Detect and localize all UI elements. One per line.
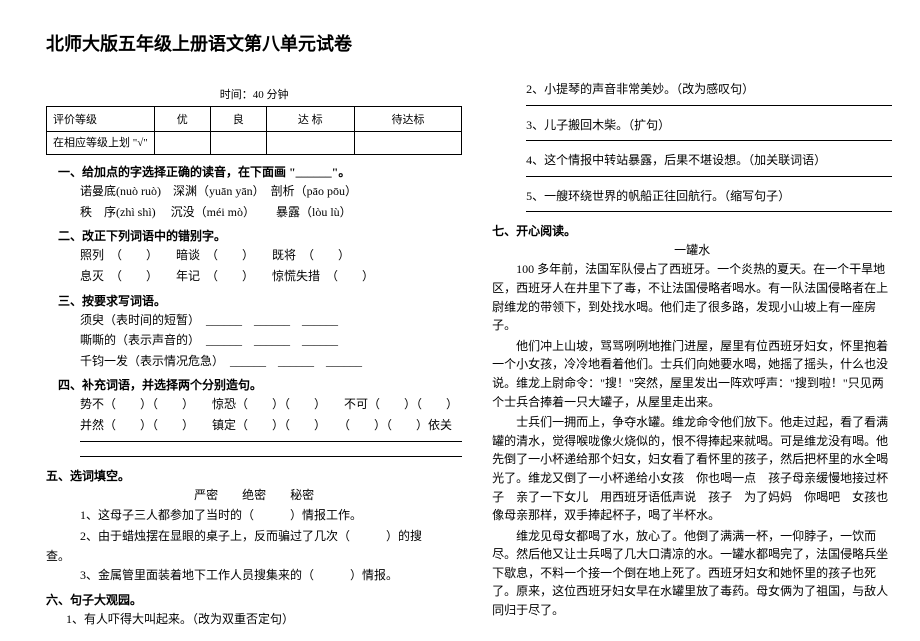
section-7-heading: 七、开心阅读。: [492, 222, 892, 239]
grading-cell: 评价等级: [47, 107, 155, 132]
blank-line: [80, 437, 462, 442]
table-row: 在相应等级上划 "√": [47, 132, 462, 155]
blank-line: [526, 101, 892, 106]
s4-line1: 势不（ ）（ ） 惊恐（ ）（ ） 不可（ ）（ ）: [80, 395, 462, 414]
grading-cell: [266, 132, 354, 155]
table-row: 评价等级 优 良 达 标 待达标: [47, 107, 462, 132]
grading-cell: 良: [210, 107, 266, 132]
s6-line4: 4、这个情报中转站暴露，后果不堪设想。（加关联词语）: [526, 151, 892, 170]
s1-line1: 诺曼底(nuò ruò) 深渊（yuān yān） 剖析（pāo pōu）: [80, 182, 462, 201]
story-p1: 100 多年前，法国军队侵占了西班牙。一个炎热的夏天。在一个干旱地区，西班牙人在…: [492, 260, 892, 334]
section-1-heading: 一、给加点的字选择正确的读音，在下面画 "______"。: [58, 163, 462, 180]
grading-cell: [210, 132, 266, 155]
blank-line: [526, 207, 892, 212]
story-p4: 维龙见母女都喝了水，放心了。他倒了满满一杯，一仰脖子，一饮而尽。然后他又让士兵喝…: [492, 527, 892, 620]
story-p3: 士兵们一拥而上，争夺水罐。维龙命令他们放下。他走过起，看了看满罐的清水，觉得喉咙…: [492, 413, 892, 525]
grading-table: 评价等级 优 良 达 标 待达标 在相应等级上划 "√": [46, 106, 462, 155]
section-3-heading: 三、按要求写词语。: [58, 292, 462, 309]
s3-line1: 须臾（表时间的短暂） ______ ______ ______: [80, 311, 462, 330]
s4-line2: 并然（ ）（ ） 镇定（ ）（ ） （ ）（ ）依关: [80, 416, 462, 435]
section-4-heading: 四、补充词语，并选择两个分别造句。: [58, 376, 462, 393]
main-title: 北师大版五年级上册语文第八单元试卷: [46, 30, 462, 56]
grading-cell: [354, 132, 461, 155]
section-6-heading: 六、句子大观园。: [46, 591, 462, 608]
s5-line3: 3、金属管里面装着地下工作人员搜集来的（ ）情报。: [80, 566, 462, 585]
story-p2: 他们冲上山坡，骂骂咧咧地推门进屋，屋里有位西班牙妇女，怀里抱着一个小女孩，冷冷地…: [492, 337, 892, 411]
blank-line: [526, 172, 892, 177]
s6-line5: 5、一艘环绕世界的帆船正往回航行。（缩写句子）: [526, 187, 892, 206]
s5-line2b: 查。: [46, 547, 462, 564]
s5-line2a: 2、由于蜡烛摆在显眼的桌子上，反而骗过了几次（ ）的搜: [80, 527, 462, 546]
story-title: 一罐水: [492, 241, 892, 258]
grading-cell: 优: [154, 107, 210, 132]
s3-line3: 千钧一发（表示情况危急） ______ ______ ______: [80, 352, 462, 371]
grading-cell: [154, 132, 210, 155]
section-5-heading: 五、选词填空。: [46, 467, 462, 484]
blank-line: [80, 452, 462, 457]
blank-line: [526, 136, 892, 141]
s3-line2: 嘶嘶的（表示声音的） ______ ______ ______: [80, 331, 462, 350]
section-2-heading: 二、改正下列词语中的错别字。: [58, 227, 462, 244]
grading-cell: 在相应等级上划 "√": [47, 132, 155, 155]
s5-line1: 1、这母子三人都参加了当时的（ ）情报工作。: [80, 506, 462, 525]
grading-cell: 待达标: [354, 107, 461, 132]
s6-line2: 2、小提琴的声音非常美妙。（改为感叹句）: [526, 80, 892, 99]
grading-cell: 达 标: [266, 107, 354, 132]
s2-line2: 息灭 （ ） 年记 （ ） 惊慌失措 （ ）: [80, 267, 462, 286]
s6-line1: 1、有人吓得大叫起来。（改为双重否定句）: [66, 610, 462, 629]
s5-options: 严密 绝密 秘密: [46, 486, 462, 505]
s2-line1: 照列 （ ） 暗谈 （ ） 既将 （ ）: [80, 246, 462, 265]
s6-line3: 3、儿子搬回木柴。（扩句）: [526, 116, 892, 135]
time-label: 时间：40 分钟: [46, 86, 462, 102]
s1-line2: 秩 序(zhì shì) 沉没（méi mò） 暴露（lòu lù）: [80, 203, 462, 222]
